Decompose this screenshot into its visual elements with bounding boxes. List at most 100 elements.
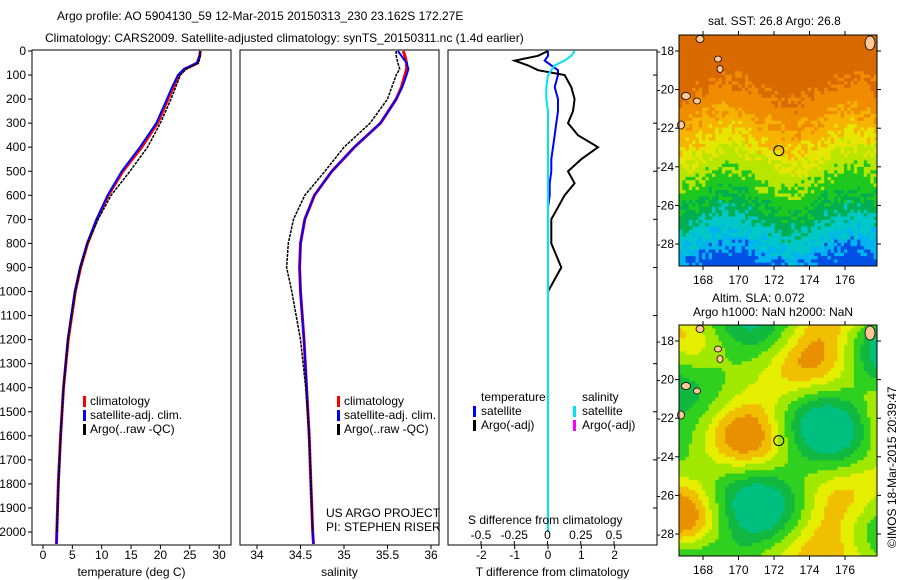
map-cell: [695, 443, 700, 448]
map-cell: [824, 150, 828, 155]
map-cell: [844, 104, 848, 108]
map-cell: [685, 160, 690, 165]
map-cell: [801, 130, 805, 135]
map-cell: [705, 424, 710, 428]
map-cell: [751, 183, 756, 188]
map-cell: [748, 216, 752, 221]
map-cell: [768, 167, 772, 171]
map-cell: [679, 153, 683, 158]
map-cell: [698, 61, 703, 66]
map-cell: [761, 120, 766, 125]
map-cell: [695, 68, 700, 72]
map-cell: [692, 523, 696, 527]
map-cell: [811, 97, 815, 102]
map-cell: [787, 219, 792, 224]
map-cell: [863, 120, 868, 125]
map-cell: [725, 206, 729, 211]
map-cell: [804, 167, 809, 171]
map-cell: [748, 107, 752, 112]
map-cell: [725, 44, 729, 49]
series-line-satellite-adj-clim-: [298, 50, 410, 545]
map-cell: [712, 147, 716, 151]
map-cell: [712, 186, 716, 191]
map-cell: [692, 371, 696, 375]
map-cell: [850, 259, 855, 264]
map-cell: [738, 51, 743, 56]
map-cell: [695, 229, 700, 234]
map-cell: [698, 170, 703, 174]
map-cell: [761, 134, 766, 138]
map-cell: [814, 38, 818, 42]
map-cell: [801, 140, 805, 145]
map-cell: [834, 61, 838, 66]
map-cell: [679, 170, 683, 174]
map-cell: [688, 233, 693, 237]
map-cell: [721, 137, 726, 141]
map-cell: [721, 104, 726, 108]
map-cell: [702, 400, 706, 405]
map-cell: [738, 71, 743, 75]
map-cell: [847, 84, 851, 89]
map-cell: [853, 61, 858, 66]
map-cell: [830, 186, 835, 191]
map-cell: [870, 110, 875, 115]
map-cell: [804, 183, 809, 188]
map-cell: [721, 246, 726, 250]
map-cell: [702, 420, 706, 425]
map-cell: [787, 249, 792, 254]
map-cell: [698, 246, 703, 250]
map-cell: [731, 77, 736, 82]
map-cell: [781, 41, 785, 46]
map-cell: [685, 44, 690, 49]
map-cell: [745, 236, 749, 240]
map-cell: [850, 242, 855, 247]
map-cell: [840, 147, 845, 151]
map-cell: [840, 107, 845, 112]
y-tick-label: 2000: [0, 525, 26, 539]
map-cell: [758, 170, 762, 174]
map-cell: [735, 140, 739, 145]
map-cell: [688, 81, 693, 85]
map-cell: [741, 196, 746, 201]
map-cell: [754, 190, 759, 194]
map-cell: [787, 173, 792, 178]
map-cell: [837, 130, 842, 135]
map-cell: [685, 71, 690, 75]
map-cell: [751, 167, 756, 171]
map-cell: [698, 348, 703, 352]
map-cell: [873, 170, 878, 174]
map-cell: [695, 466, 700, 471]
map-cell: [850, 193, 855, 198]
map-cell: [837, 196, 842, 201]
map-cell: [873, 74, 878, 79]
map-cell: [702, 450, 706, 455]
map-cell: [853, 259, 858, 264]
map-cell: [705, 480, 710, 484]
map-cell: [754, 157, 759, 161]
map-cell: [820, 163, 825, 168]
map-cell: [863, 259, 868, 264]
map-cell: [692, 77, 696, 82]
map-cell: [774, 130, 779, 135]
map-cell: [688, 523, 693, 527]
map-cell: [797, 246, 802, 250]
map-cell: [844, 68, 848, 72]
series-line-satellite-adj-clim-: [55, 50, 202, 545]
map-cell: [847, 246, 851, 250]
map-cell: [702, 249, 706, 254]
map-cell: [814, 140, 818, 145]
map-cell: [735, 160, 739, 165]
map-cell: [774, 77, 779, 82]
map-cell: [721, 101, 726, 105]
map-cell: [705, 186, 710, 191]
map-cell: [754, 51, 759, 56]
map-cell: [695, 94, 700, 99]
y-tick-label: 200: [6, 92, 26, 106]
map-cell: [781, 38, 785, 42]
map-cell: [817, 64, 822, 69]
map-cell: [801, 38, 805, 42]
map-cell: [834, 81, 838, 85]
map-cell: [718, 239, 723, 244]
map-cell: [794, 61, 799, 66]
map-cell: [797, 51, 802, 56]
